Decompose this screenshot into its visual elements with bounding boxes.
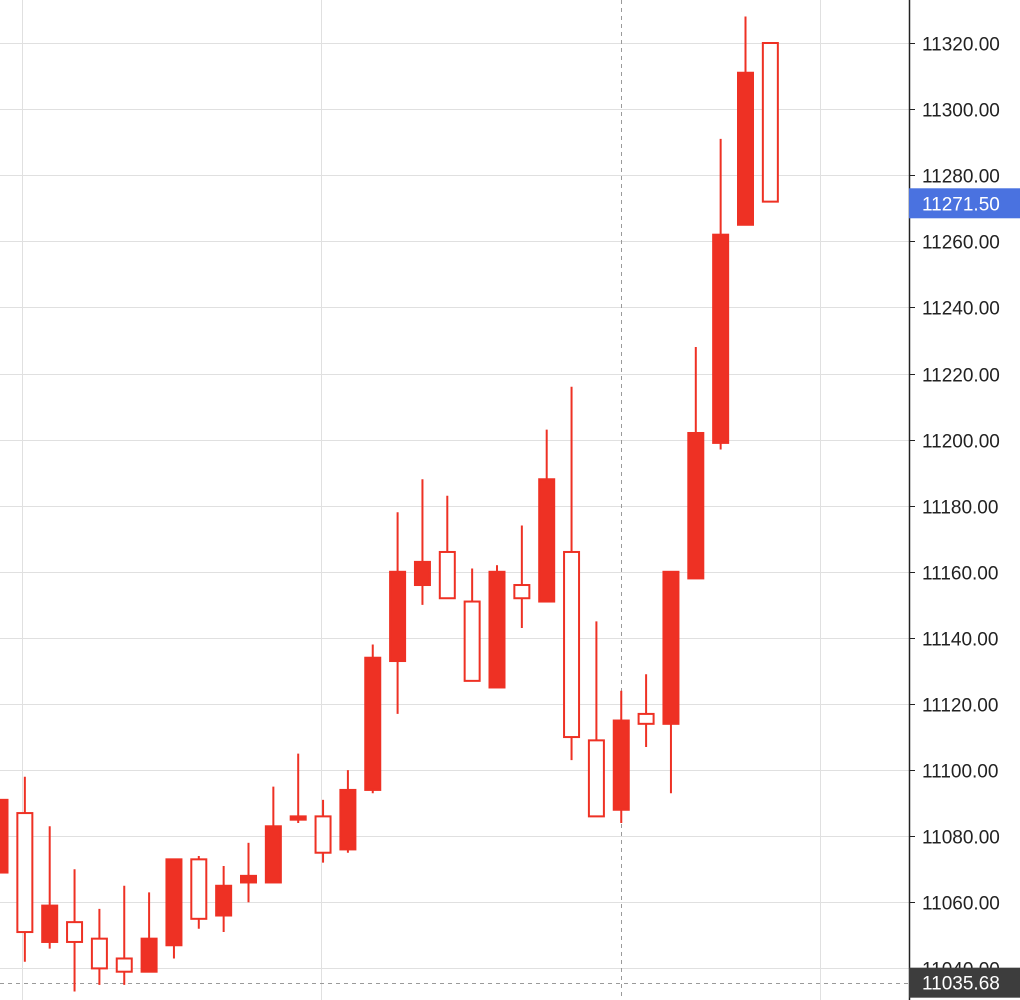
candle — [41, 826, 59, 949]
candle — [66, 869, 84, 992]
candle — [637, 674, 655, 747]
candle-body-filled — [41, 904, 59, 943]
candle — [563, 386, 581, 761]
candle — [587, 621, 605, 818]
tick-label: 11100.00 — [922, 762, 998, 783]
candle-body-filled — [662, 570, 680, 725]
candle-body-filled — [413, 560, 431, 587]
candle — [712, 138, 730, 450]
last-price-badge — [909, 188, 1020, 219]
crosshair-price-label: 11035.68 — [922, 974, 1000, 995]
candle-body-filled — [612, 719, 630, 811]
candle — [190, 856, 208, 929]
tick-label: 11080.00 — [922, 828, 1000, 849]
candle-body-filled — [339, 788, 357, 851]
candle — [662, 570, 680, 794]
candle — [90, 908, 108, 985]
candle — [289, 753, 307, 823]
tick-label: 11280.00 — [922, 167, 1000, 188]
candle — [413, 479, 431, 605]
last-price-label: 11271.50 — [922, 194, 1000, 215]
candle-body-hollow — [563, 550, 581, 739]
candle-body-filled — [712, 233, 730, 444]
candle-body-filled — [687, 431, 705, 580]
candle-body-filled — [240, 874, 257, 884]
candle — [339, 770, 357, 853]
tick-label: 11160.00 — [922, 564, 998, 585]
candle-body-hollow — [115, 957, 133, 973]
price-badges: 11271.50 11035.68 — [909, 188, 1020, 998]
candle — [364, 644, 382, 794]
candle — [264, 786, 282, 884]
candle-body-hollow — [463, 600, 481, 682]
candle-body-filled — [289, 815, 307, 821]
tick-label: 11200.00 — [922, 432, 1000, 453]
candles — [0, 16, 779, 992]
candle — [165, 858, 183, 959]
candle — [215, 865, 233, 933]
candle-body-hollow — [66, 921, 84, 943]
candle-body-filled — [488, 570, 506, 689]
tick-label: 11220.00 — [922, 366, 1000, 387]
candle-body-filled — [165, 858, 183, 947]
tick-label: 11060.00 — [922, 894, 1000, 915]
candle-body-hollow — [190, 858, 208, 920]
candle — [687, 347, 705, 580]
candle — [314, 799, 332, 863]
candle — [240, 842, 257, 903]
candle — [438, 495, 456, 600]
crosshair — [0, 0, 909, 1000]
candle-body-hollow — [513, 584, 531, 600]
tick-label: 11320.00 — [922, 35, 1000, 56]
candle-body-hollow — [761, 42, 779, 203]
candle-body-filled — [140, 937, 158, 973]
candle — [463, 568, 481, 682]
axis-panel — [909, 0, 1020, 1000]
candle — [538, 429, 556, 603]
candle — [115, 885, 133, 985]
candle-body-hollow — [438, 550, 456, 600]
tick-label: 11240.00 — [922, 299, 1000, 320]
candle-body-filled — [264, 825, 282, 884]
candle-body-filled — [538, 478, 556, 603]
grid — [0, 0, 909, 1000]
candle-body-filled — [737, 71, 754, 226]
tick-label: 11260.00 — [922, 233, 1000, 254]
crosshair-price-badge — [909, 967, 1020, 998]
candle — [513, 525, 531, 628]
candle — [488, 565, 506, 689]
candle — [140, 892, 158, 973]
candle — [389, 512, 407, 714]
candle-body-filled — [364, 656, 382, 791]
tick-label: 11140.00 — [922, 630, 998, 651]
candle-body-hollow — [314, 815, 332, 854]
candle-body-filled — [0, 798, 9, 874]
candle — [761, 42, 779, 203]
candle-body-hollow — [16, 812, 34, 934]
candle-body-filled — [215, 884, 233, 917]
candle-body-hollow — [587, 739, 605, 818]
candle — [612, 690, 630, 823]
tick-label: 11300.00 — [922, 101, 1000, 122]
tick-label: 11120.00 — [922, 696, 998, 717]
price-axis[interactable]: 11040.0011060.0011080.0011100.0011120.00… — [908, 0, 1020, 1000]
candle — [16, 776, 34, 962]
candle-body-filled — [389, 570, 407, 663]
candle-body-hollow — [90, 937, 108, 970]
candle — [737, 16, 754, 226]
candle-body-hollow — [637, 712, 655, 725]
tick-label: 11180.00 — [922, 498, 998, 519]
candle — [0, 798, 9, 874]
